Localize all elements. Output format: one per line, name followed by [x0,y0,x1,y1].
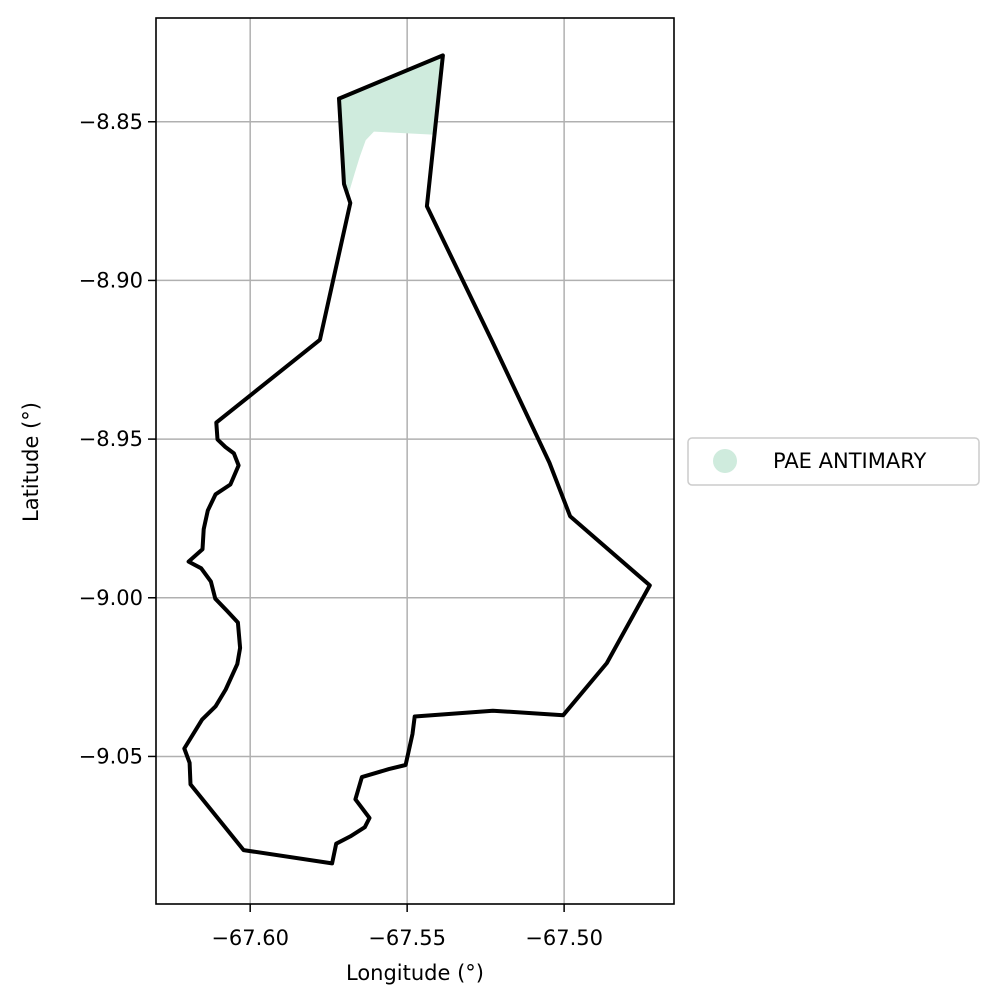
boundary-line-layer [182,53,652,866]
y-tick-label: −9.05 [79,744,143,768]
area-fill-layer [339,55,443,196]
x-tick-label: −67.60 [211,926,289,950]
legend-label: PAE ANTIMARY [773,449,926,473]
axes-frame [155,17,675,905]
legend-box [687,437,980,486]
x-tick-label: −67.55 [368,926,446,950]
y-tick-label: −8.85 [79,110,143,134]
y-tick-label: −8.95 [79,427,143,451]
y-tick-label: −9.00 [79,586,143,610]
tick-layer: −67.60 −67.55 −67.50 −8.85 −8.90 −8.95 −9.00 −9… [79,110,603,950]
x-tick-label: −67.50 [525,926,603,950]
boundary-outline [182,53,652,866]
y-axis-label: Latitude (°) [19,402,43,522]
legend: PAE ANTIMARY [687,437,980,486]
x-axis-label: Longitude (°) [346,961,484,985]
y-tick-label: −8.90 [79,268,143,292]
area-polygon [339,55,443,196]
legend-marker [713,449,737,473]
plot-frame [155,17,675,905]
grid-lines [156,18,674,904]
